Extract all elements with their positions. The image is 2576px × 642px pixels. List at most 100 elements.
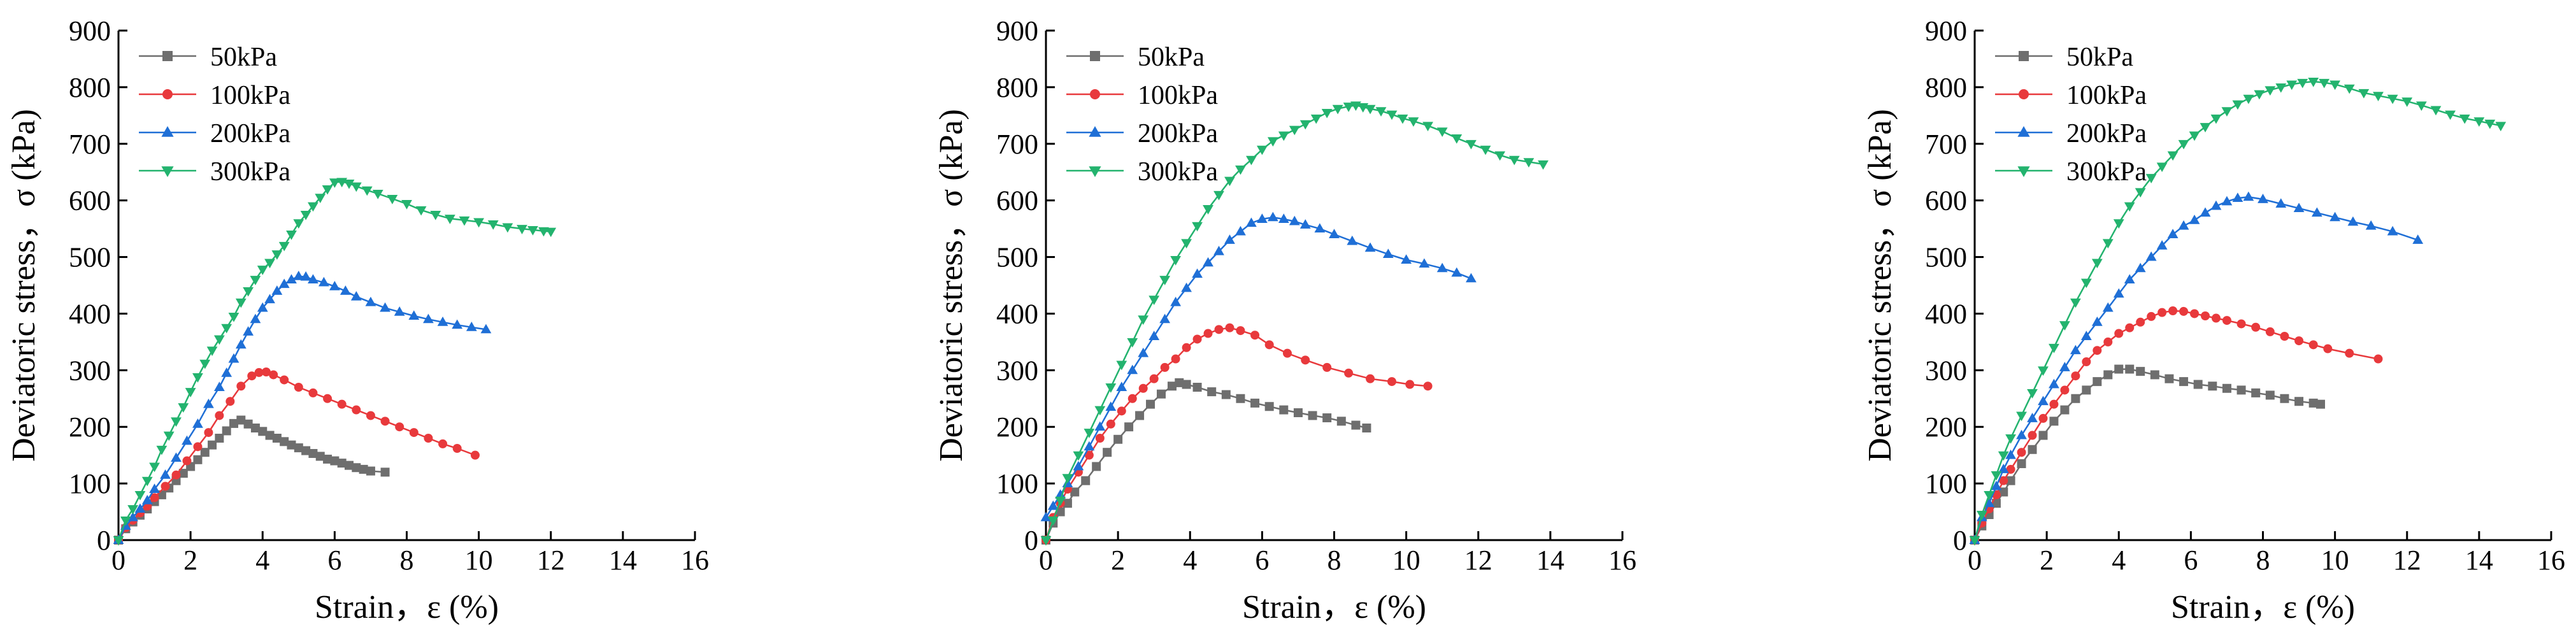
data-point: [2387, 94, 2398, 104]
data-point: [2308, 398, 2318, 408]
chart-panel-3: 0 2 4 6 8 10 12 14 16 0 100 200 300 400 500 600 700 800 90…: [1862, 15, 2565, 625]
data-point: [2125, 323, 2135, 332]
data-point: [1213, 190, 1224, 201]
data-point: [1289, 215, 1300, 225]
data-point: [272, 434, 282, 443]
data-point: [1451, 134, 1463, 144]
legend-label: 50kPa: [210, 43, 277, 72]
y-tick-label: 100: [1925, 468, 1967, 499]
data-point: [2016, 411, 2027, 422]
data-point: [2373, 354, 2383, 364]
data-point: [1116, 382, 1127, 391]
data-point: [264, 259, 275, 269]
data-point: [1182, 380, 1191, 389]
series-line: [1973, 80, 2501, 541]
data-point: [1332, 104, 1343, 115]
data-point: [2308, 340, 2318, 350]
data-point: [228, 312, 240, 322]
series-line: [1045, 327, 1428, 541]
data-point: [1092, 462, 1101, 471]
data-point: [163, 431, 175, 441]
x-axis-label: Strain，ε (%): [1242, 589, 1426, 625]
x-tick-label: 6: [2184, 545, 2198, 576]
data-point: [352, 463, 361, 473]
legend: 50kPa 100kPa 200kPa 300kPa: [1066, 43, 1218, 187]
data-point: [2280, 394, 2289, 403]
data-point: [149, 483, 160, 493]
y-tick-label: 700: [1925, 129, 1967, 160]
data-point: [318, 276, 329, 287]
data-point: [1175, 378, 1184, 387]
data-point: [1127, 364, 1138, 374]
data-point: [1976, 511, 1987, 520]
data-point: [1343, 103, 1354, 112]
y-tick-label: 700: [69, 129, 111, 160]
data-point: [1181, 239, 1192, 249]
data-point: [171, 452, 182, 462]
data-point: [2167, 229, 2179, 238]
data-point: [340, 285, 351, 295]
data-point: [308, 449, 318, 458]
data-point: [1329, 229, 1340, 238]
data-point: [2049, 417, 2059, 426]
data-point: [2275, 198, 2287, 208]
x-tick-label: 8: [400, 545, 414, 576]
data-point: [236, 382, 246, 391]
data-point: [359, 464, 368, 474]
x-tick-label: 14: [1536, 545, 1564, 576]
legend: 50kPa 100kPa 200kPa 300kPa: [1995, 43, 2147, 187]
x-tick-label: 14: [2465, 545, 2493, 576]
series-300kPa: [1040, 101, 1549, 546]
data-point: [2401, 97, 2413, 107]
legend-label: 50kPa: [1138, 43, 1205, 72]
series-300kPa: [1969, 78, 2507, 546]
data-point: [221, 324, 233, 334]
data-point: [134, 490, 146, 501]
data-point: [2038, 366, 2049, 376]
data-point: [1138, 383, 1148, 393]
data-point: [1264, 402, 1274, 411]
series-line: [1045, 382, 1367, 541]
data-point: [1278, 213, 1289, 223]
data-point: [366, 466, 375, 476]
data-point: [250, 276, 261, 285]
data-point: [185, 388, 196, 397]
x-tick-label: 16: [1608, 545, 1636, 576]
data-point: [2329, 211, 2341, 222]
data-point: [2193, 380, 2203, 389]
y-tick-label: 0: [1024, 525, 1038, 556]
data-point: [1073, 451, 1084, 461]
data-point: [204, 428, 213, 438]
legend-label: 200kPa: [2066, 119, 2147, 148]
data-point: [350, 182, 362, 192]
data-point: [2265, 327, 2275, 336]
data-point: [1159, 276, 1171, 285]
legend: 50kPa 100kPa 200kPa 300kPa: [139, 43, 290, 187]
data-point: [1250, 331, 1260, 340]
series-100kPa: [1041, 323, 1433, 545]
data-point: [1221, 390, 1231, 399]
data-point: [401, 200, 412, 210]
data-point: [2387, 225, 2398, 236]
legend-marker: [2017, 126, 2030, 137]
data-point: [2028, 431, 2037, 440]
data-point: [1246, 217, 1257, 227]
data-point: [1235, 225, 1246, 236]
data-point: [2136, 317, 2145, 327]
data-point: [1235, 165, 1246, 175]
data-point: [1113, 434, 1123, 444]
data-point: [345, 460, 354, 470]
data-point: [1063, 499, 1072, 508]
data-point: [1322, 362, 1332, 372]
data-point: [1117, 406, 1126, 416]
data-point: [2005, 434, 2016, 444]
data-point: [1192, 383, 1202, 392]
legend-marker: [1089, 126, 1101, 137]
data-point: [452, 444, 462, 453]
data-point: [380, 467, 390, 477]
data-point: [293, 271, 304, 280]
data-point: [1170, 256, 1182, 266]
data-point: [1256, 145, 1268, 155]
data-point: [193, 442, 203, 452]
data-point: [1236, 394, 1245, 403]
